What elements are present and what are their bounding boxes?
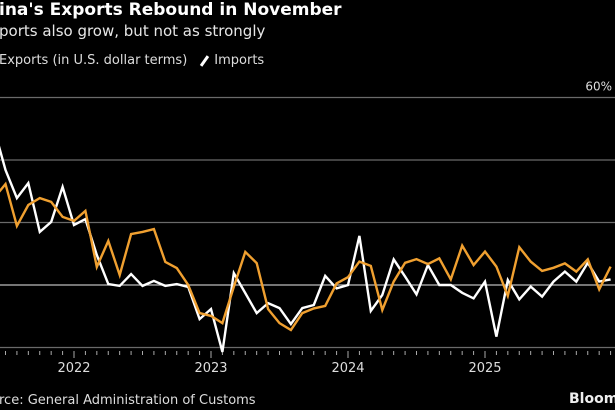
x-tick-label: 2024: [331, 361, 364, 376]
legend: Exports (in U.S. dollar terms) Imports: [0, 53, 264, 68]
bloomberg-logo: Bloomb: [569, 391, 615, 407]
chart-title: ina's Exports Rebound in November: [0, 0, 342, 20]
legend-imports-label: Imports: [214, 53, 265, 68]
x-tick-label: 2023: [194, 361, 227, 376]
y-tick-label: 60%: [585, 80, 612, 94]
x-tick-label: 2025: [468, 361, 501, 376]
source-note: rce: General Administration of Customs: [0, 393, 256, 408]
x-tick-label: 2022: [57, 361, 90, 376]
legend-exports-label: Exports (in U.S. dollar terms): [0, 53, 188, 68]
chart-subtitle: ports also grow, but not as strongly: [0, 22, 266, 40]
